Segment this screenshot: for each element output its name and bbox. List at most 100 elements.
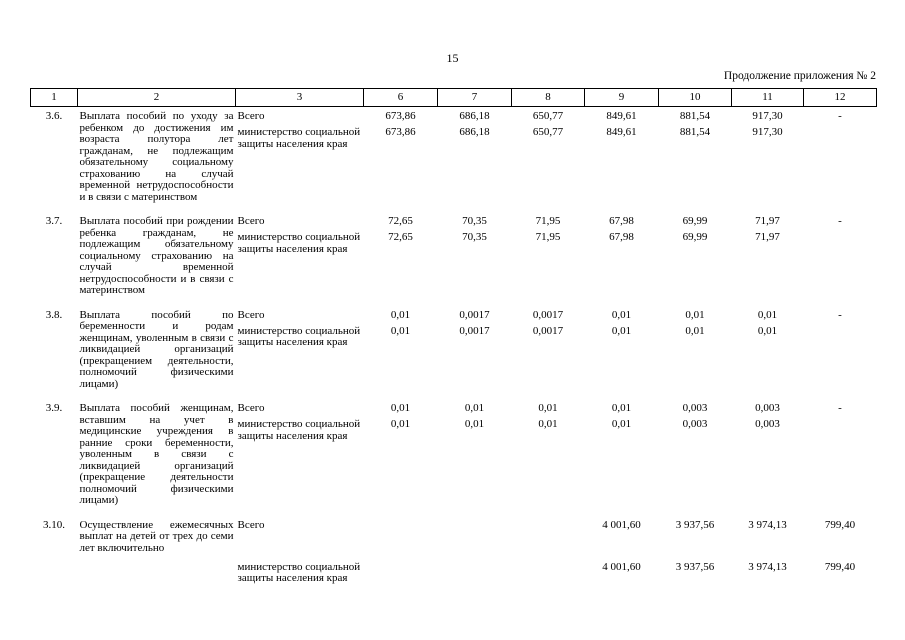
total-value: - xyxy=(838,215,842,227)
table-body: 3.6. Выплата пособий по уходу за ребенком… xyxy=(31,107,877,594)
total-value: - xyxy=(838,402,842,414)
total-value: 849,61 xyxy=(606,110,637,122)
ministry-value: 3 937,56 xyxy=(675,560,715,573)
ministry-value: 917,30 xyxy=(752,126,783,138)
total-value: 71,95 xyxy=(535,215,561,227)
value-cell-col-11: 917,30 917,30 xyxy=(732,107,804,213)
total-value: 0,003 xyxy=(682,402,708,414)
ministry-label: министерство социальной защиты населения… xyxy=(237,560,361,584)
responsible-cell: Всего министерство социальной защиты насе… xyxy=(236,107,364,213)
total-value: 0,01 xyxy=(390,402,411,414)
total-value xyxy=(440,520,510,562)
value-cell-col-7: 0,0017 0,0017 xyxy=(438,306,512,400)
ministry-value: 0,01 xyxy=(757,324,778,337)
ministry-value: 67,98 xyxy=(609,231,634,243)
value-cell-col-7: 686,18 686,18 xyxy=(438,107,512,213)
table-row-3.9: 3.9. Выплата пособий женщинам, вставшим н… xyxy=(31,399,877,516)
measure-name: Выплата пособий при рождении ребенка гра… xyxy=(79,215,234,296)
measure-name: Осуществление ежемесячных выплат на дете… xyxy=(79,518,234,554)
ministry-label: министерство социальной защиты населения… xyxy=(237,418,361,442)
value-cell-col-7: 0,01 0,01 xyxy=(438,399,512,516)
value-cell-col-9: 0,01 0,01 xyxy=(585,306,659,400)
total-value: 673,86 xyxy=(385,110,416,122)
total-value: 70,35 xyxy=(462,215,487,227)
column-header-9: 9 xyxy=(584,88,659,107)
table-row-3.6: 3.6. Выплата пособий по уходу за ребенком… xyxy=(31,107,877,213)
total-value: 650,77 xyxy=(532,110,564,122)
ministry-value: 0,003 xyxy=(755,418,780,430)
column-header-2: 2 xyxy=(77,88,236,107)
value-cell-col-9: 849,61 849,61 xyxy=(585,107,659,213)
total-value: 0,01 xyxy=(611,308,632,321)
total-value: - xyxy=(838,110,842,122)
value-cell-col-8 xyxy=(512,516,585,594)
ministry-value: 0,0017 xyxy=(532,324,564,337)
total-value xyxy=(366,520,436,562)
total-value: 67,98 xyxy=(609,215,634,227)
ministry-value: 0,01 xyxy=(611,418,632,430)
ministry-value: 70,35 xyxy=(462,231,487,243)
value-cell-col-10: 881,54 881,54 xyxy=(659,107,732,213)
total-label: Всего xyxy=(237,215,265,227)
total-value: 0,003 xyxy=(755,402,780,414)
table-row-3.10: 3.10. Осуществление ежемесячных выплат на… xyxy=(31,516,877,594)
ministry-value: 71,97 xyxy=(755,231,780,243)
value-cell-col-12: 799,40 799,40 xyxy=(804,516,877,594)
value-cell-col-9: 4 001,60 4 001,60 xyxy=(585,516,659,594)
table-header: 1 2 3 6 7 8 9 10 11 12 xyxy=(30,88,877,107)
ministry-value: 4 001,60 xyxy=(602,560,641,573)
value-cell-col-8: 0,01 0,01 xyxy=(512,399,585,516)
measure-name: Выплата пособий женщинам, вставшим на уч… xyxy=(79,402,234,506)
total-value: 917,30 xyxy=(752,110,783,122)
value-cell-col-6: 0,01 0,01 xyxy=(364,306,438,400)
row-number: 3.7. xyxy=(45,215,63,227)
ministry-value: 881,54 xyxy=(679,126,711,138)
ministry-value: 72,65 xyxy=(388,231,413,243)
ministry-value: 0,003 xyxy=(682,418,708,430)
ministry-value: 3 974,13 xyxy=(748,560,787,573)
ministry-value: 0,01 xyxy=(464,418,485,430)
total-value: 0,0017 xyxy=(532,308,564,321)
column-header-12: 12 xyxy=(803,88,877,107)
ministry-value: 0,01 xyxy=(611,324,632,337)
ministry-value: 0,01 xyxy=(538,418,558,430)
ministry-value: 0,01 xyxy=(390,324,411,337)
table-row-3.8: 3.8. Выплата пособий по беременности и ро… xyxy=(31,306,877,400)
column-header-11: 11 xyxy=(731,88,804,107)
total-label: Всего xyxy=(237,518,265,531)
total-value: 72,65 xyxy=(388,215,413,227)
total-value: 0,0017 xyxy=(459,308,490,321)
column-header-6: 6 xyxy=(363,88,438,107)
responsible-cell: Всего министерство социальной защиты насе… xyxy=(236,516,364,594)
value-cell-col-8: 71,95 71,95 xyxy=(512,212,585,306)
value-cell-col-10: 0,003 0,003 xyxy=(659,399,732,516)
value-cell-col-7: 70,35 70,35 xyxy=(438,212,512,306)
value-cell-col-10: 3 937,56 3 937,56 xyxy=(659,516,732,594)
value-cell-col-9: 67,98 67,98 xyxy=(585,212,659,306)
total-value: 0,01 xyxy=(464,402,485,414)
total-value xyxy=(514,520,583,562)
table-row-3.7: 3.7. Выплата пособий при рождении ребенка… xyxy=(31,212,877,306)
budget-table: 1 2 3 6 7 8 9 10 11 12 3.6. Выплата пособий по ухо… xyxy=(30,88,877,594)
total-value: 686,18 xyxy=(459,110,490,122)
ministry-value: 0,01 xyxy=(390,418,411,430)
ministry-label: министерство социальной защиты населения… xyxy=(237,126,361,150)
value-cell-col-7 xyxy=(438,516,512,594)
total-value: 3 937,56 xyxy=(675,518,715,531)
value-cell-col-6: 673,86 673,86 xyxy=(364,107,438,213)
column-header-10: 10 xyxy=(658,88,732,107)
total-value: 0,01 xyxy=(611,402,632,414)
total-value: 4 001,60 xyxy=(602,518,641,531)
measure-name: Выплата пособий по уходу за ребенком до … xyxy=(79,110,234,203)
total-value: 0,01 xyxy=(390,308,411,321)
ministry-value: 673,86 xyxy=(385,126,416,138)
value-cell-col-8: 650,77 650,77 xyxy=(512,107,585,213)
column-header-3: 3 xyxy=(235,88,364,107)
total-value: 3 974,13 xyxy=(748,518,787,531)
value-cell-col-6 xyxy=(364,516,438,594)
value-cell-col-12: - xyxy=(804,212,877,306)
continuation-note: Продолжение приложения № 2 xyxy=(723,70,876,82)
total-value: - xyxy=(838,308,842,321)
value-cell-col-8: 0,0017 0,0017 xyxy=(512,306,585,400)
column-numbers-row: 1 2 3 6 7 8 9 10 11 12 xyxy=(30,88,877,107)
